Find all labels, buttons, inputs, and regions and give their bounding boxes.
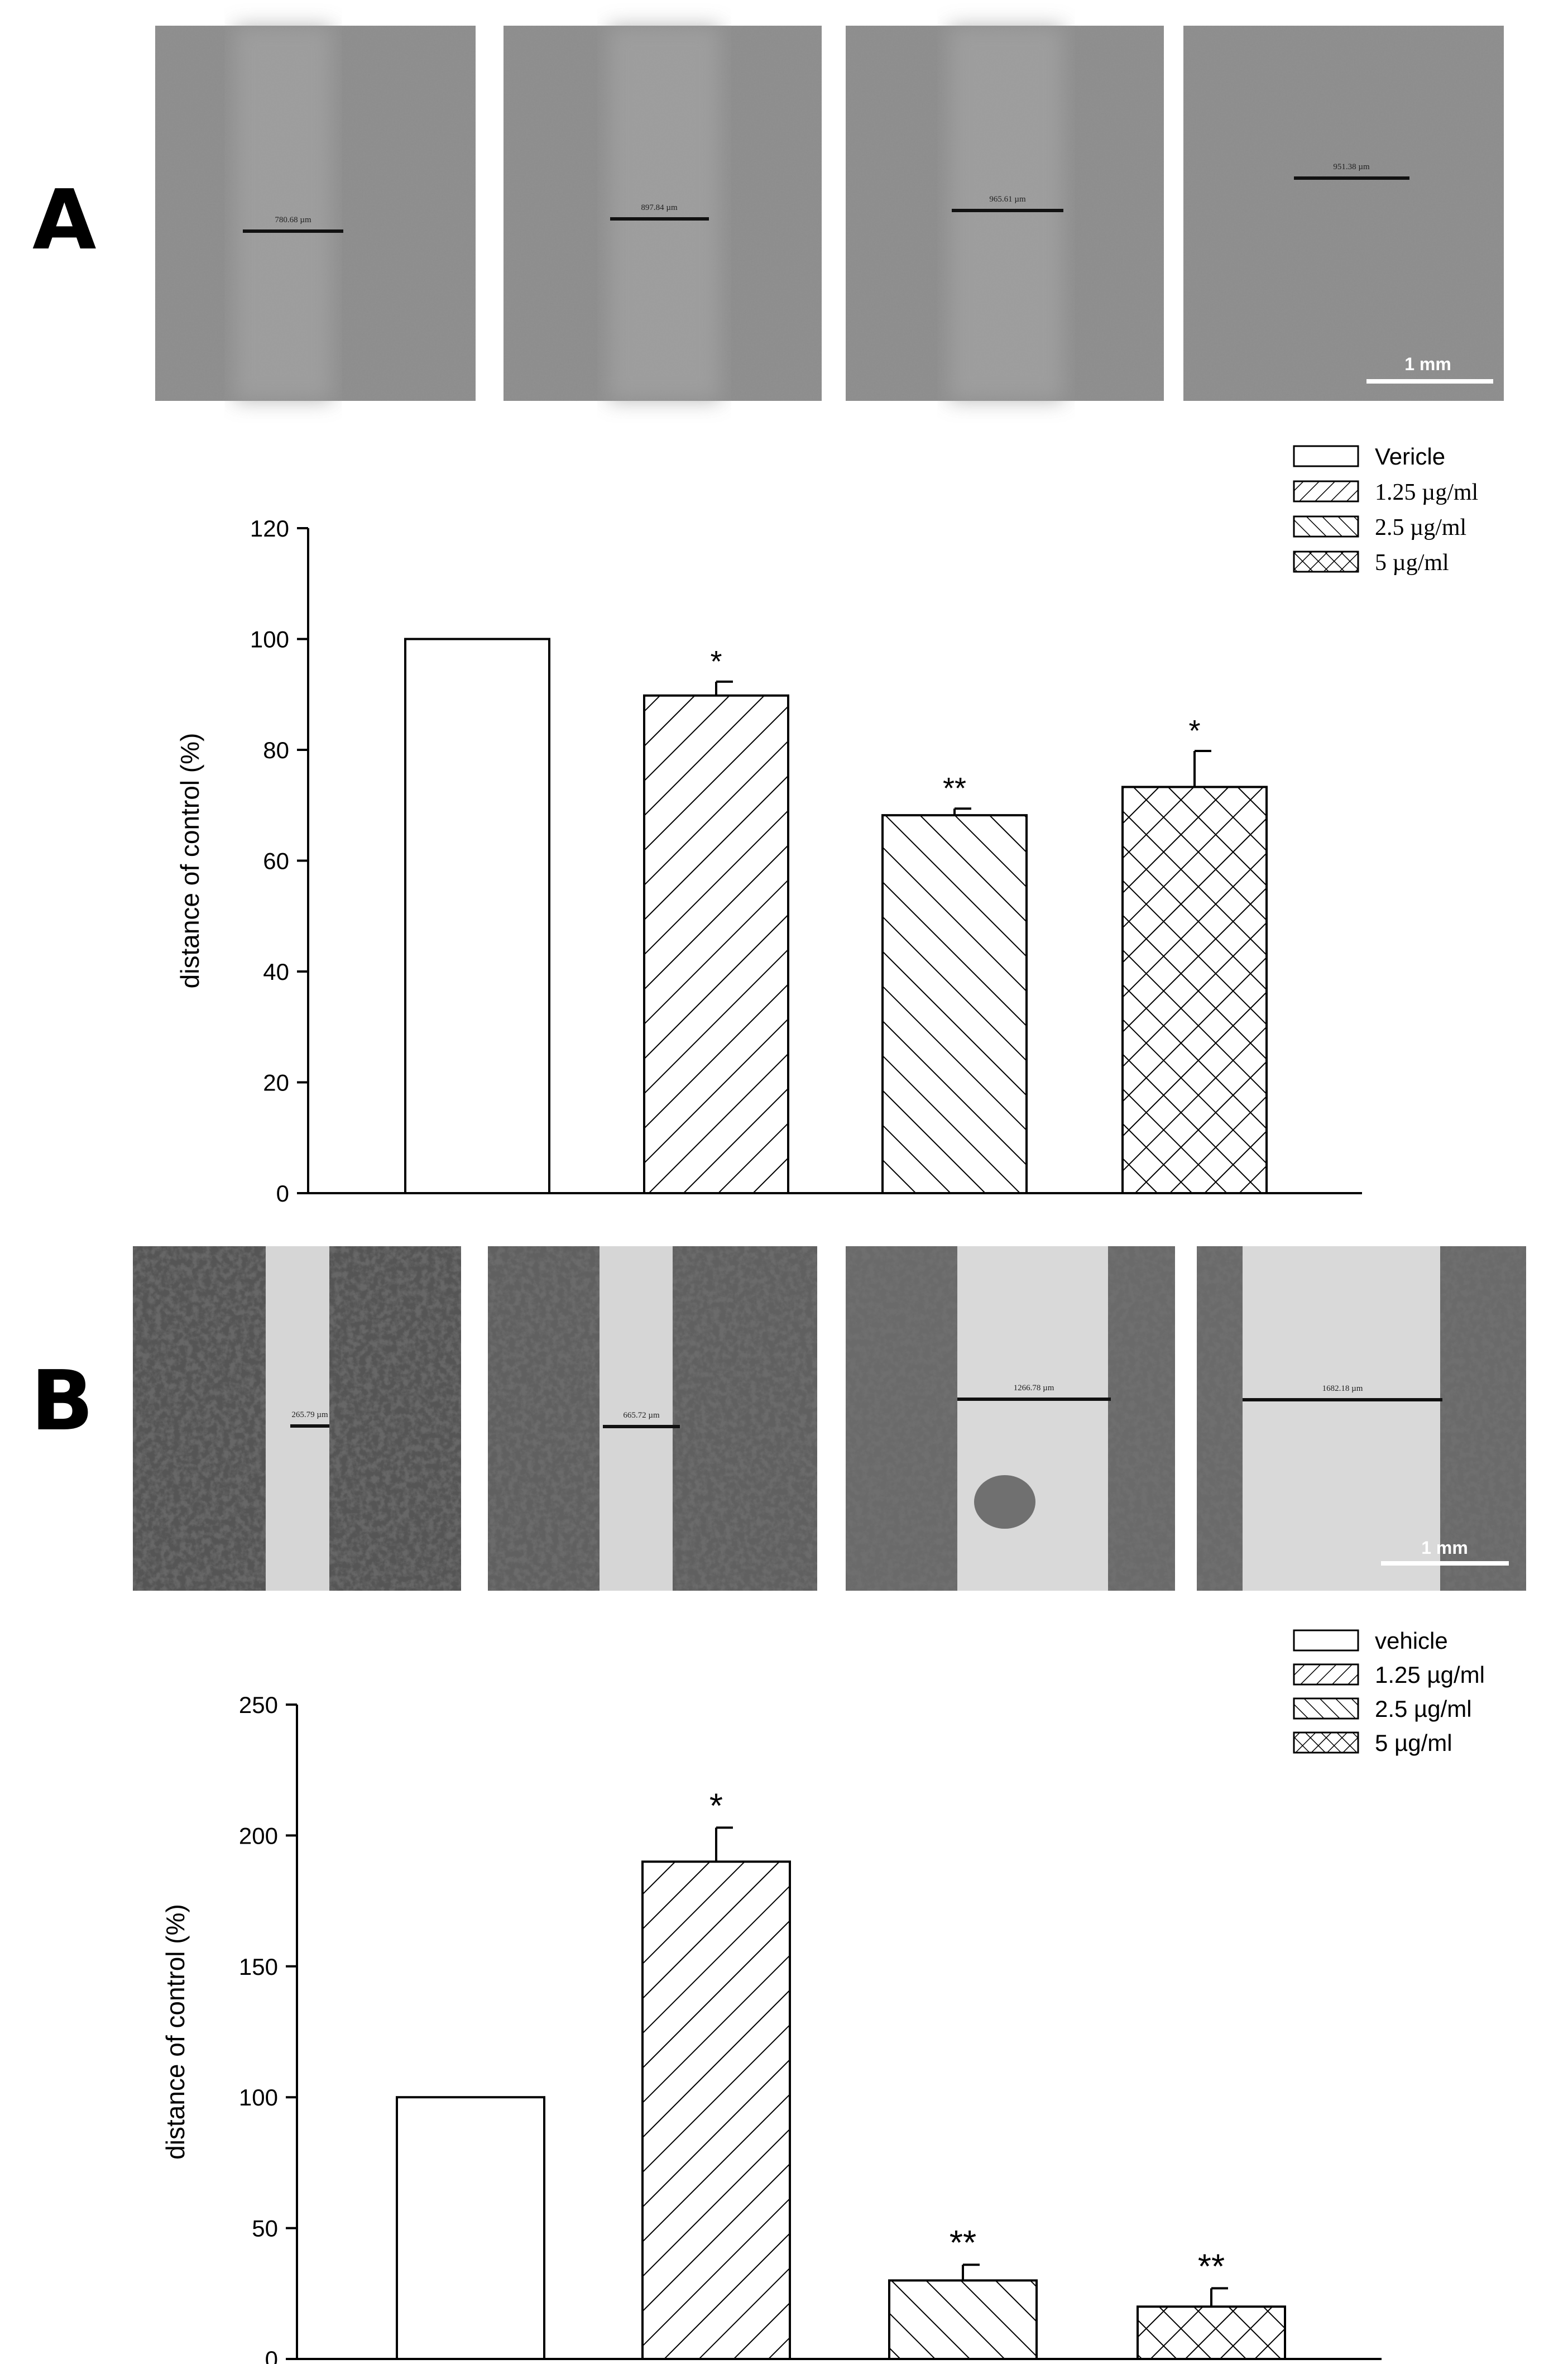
panel-b: B 265.79 µm 665.72 µm: [31, 1246, 1526, 2364]
gap-measurement-b3: 1266.78 µm: [1014, 1384, 1054, 1392]
significance-marker: **: [950, 2224, 976, 2262]
bar: [643, 694, 789, 1194]
panel-a: A 780.68 µm 897.84 µm 965.6: [32, 26, 1504, 1207]
legend-swatch: [1293, 1663, 1359, 1686]
legend-label: 2.5 µg/ml: [1375, 515, 1466, 540]
micrograph-a1: 780.68 µm: [155, 26, 476, 401]
panel-letter-a: A: [32, 172, 97, 268]
bar: [881, 814, 1028, 1194]
y-tick-label: 40: [263, 959, 289, 985]
bar: [1121, 786, 1268, 1195]
y-axis-label: distance of control (%): [175, 733, 204, 989]
micrograph-b4: 1682.18 µm 1 mm: [1197, 1246, 1526, 1591]
gap-measurement-b4: 1682.18 µm: [1322, 1384, 1363, 1393]
significance-marker: *: [1188, 714, 1200, 748]
y-tick-label: 250: [239, 1692, 278, 1718]
micrograph-b3: 1266.78 µm: [846, 1246, 1175, 1591]
legend-swatch: [1293, 515, 1359, 538]
panel-letter-b: B: [31, 1353, 94, 1449]
bar: [1137, 2305, 1286, 2361]
micrograph-row-a: 780.68 µm 897.84 µm 965.61 µm 951.3: [155, 26, 1504, 401]
gap-measurement-b1: 265.79 µm: [291, 1410, 328, 1419]
bar: [641, 1860, 791, 2360]
legend-swatch: [1293, 1697, 1359, 1720]
legend-label: Vericle: [1375, 443, 1445, 470]
legend-swatch: [1293, 445, 1359, 467]
significance-marker: **: [1198, 2247, 1225, 2286]
significance-marker: *: [710, 645, 722, 678]
micrograph-row-b: 265.79 µm 665.72 µm 1266.78 µm: [133, 1246, 1526, 1591]
gap-measurement-a1: 780.68 µm: [275, 216, 311, 224]
scale-bar-label-a: 1 mm: [1404, 354, 1451, 374]
significance-marker: *: [709, 1787, 723, 1825]
legend-label: 5 µg/ml: [1375, 1730, 1452, 1756]
legend-swatch: [1293, 551, 1359, 573]
legend-label: vehicle: [1375, 1628, 1448, 1654]
bar: [396, 2096, 545, 2360]
gap-measurement-a2: 897.84 µm: [641, 203, 678, 212]
gap-measurement-a4: 951.38 µm: [1333, 162, 1370, 171]
legend-label: 1.25 µg/ml: [1375, 480, 1478, 505]
legend-label: 1.25 µg/ml: [1375, 1662, 1485, 1688]
micrograph-a2: 897.84 µm: [504, 26, 822, 401]
micrograph-b1: 265.79 µm: [133, 1246, 461, 1591]
micrograph-a3: 965.61 µm: [846, 26, 1164, 401]
gap-measurement-a3: 965.61 µm: [989, 195, 1026, 204]
y-tick-label: 80: [263, 737, 289, 763]
legend-swatch: [1293, 480, 1359, 503]
y-tick-label: 60: [263, 848, 289, 874]
y-tick-label: 100: [250, 626, 289, 653]
bar: [888, 2279, 1038, 2361]
legend-swatch: [1293, 1731, 1359, 1754]
y-tick-label: 50: [252, 2215, 278, 2242]
y-tick-label: 150: [239, 1954, 278, 1980]
legend-label: 5 µg/ml: [1375, 550, 1449, 576]
micrograph-a4: 951.38 µm 1 mm: [1183, 26, 1504, 401]
significance-marker: **: [943, 772, 966, 805]
legend-swatch: [1293, 1629, 1359, 1652]
y-tick-label: 120: [250, 515, 289, 542]
gap-measurement-b2: 665.72 µm: [623, 1411, 660, 1420]
y-tick-label: 200: [239, 1822, 278, 1849]
y-axis-label: distance of control (%): [161, 1904, 190, 2160]
y-tick-label: 0: [265, 2346, 278, 2364]
y-tick-label: 0: [276, 1180, 289, 1207]
micrograph-b2: 665.72 µm: [488, 1246, 817, 1591]
y-tick-label: 20: [263, 1070, 289, 1096]
bar: [404, 638, 550, 1194]
legend-label: 2.5 µg/ml: [1375, 1696, 1472, 1722]
y-tick-label: 100: [239, 2084, 278, 2111]
scale-bar-label-b: 1 mm: [1421, 1538, 1468, 1558]
